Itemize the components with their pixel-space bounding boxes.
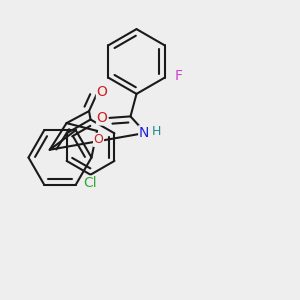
Text: O: O: [97, 111, 107, 125]
Text: F: F: [175, 69, 183, 83]
Text: Cl: Cl: [84, 176, 97, 190]
Text: H: H: [152, 125, 162, 139]
Text: O: O: [94, 134, 103, 146]
Text: O: O: [97, 85, 107, 99]
Text: N: N: [139, 126, 149, 140]
